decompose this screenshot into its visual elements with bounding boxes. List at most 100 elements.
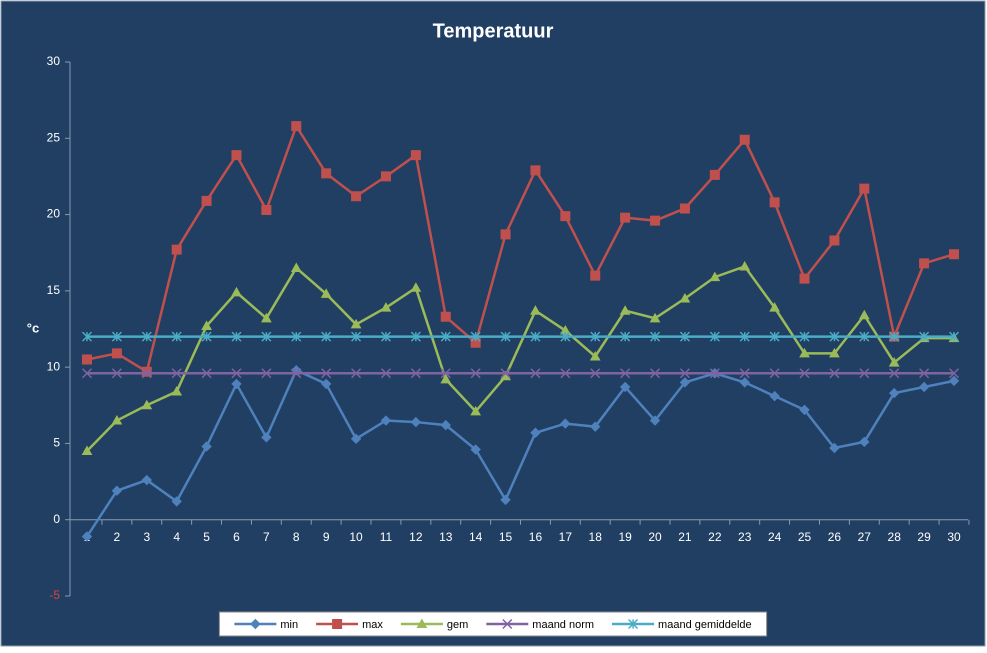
marker (590, 270, 601, 281)
marker (440, 373, 452, 384)
marker (829, 347, 840, 358)
marker (261, 432, 272, 443)
legend: min max gem maand norm maand gemiddelde (218, 611, 768, 637)
marker (739, 260, 751, 271)
series-line (86, 123, 955, 374)
marker (81, 331, 93, 342)
marker (739, 377, 750, 388)
x-tick-label: 25 (798, 530, 812, 544)
marker (679, 331, 690, 342)
marker (859, 331, 870, 342)
marker (410, 331, 421, 342)
marker (769, 368, 780, 379)
marker (650, 368, 661, 379)
marker (231, 368, 242, 379)
marker (141, 366, 152, 377)
marker (919, 258, 930, 269)
x-tick-label: 12 (409, 530, 423, 544)
marker (171, 331, 182, 342)
marker (500, 494, 511, 506)
marker (171, 386, 183, 396)
marker (291, 331, 302, 342)
marker (679, 292, 691, 303)
marker (470, 405, 482, 416)
marker (500, 229, 511, 240)
marker (440, 331, 451, 342)
marker (799, 347, 810, 358)
marker (829, 442, 840, 454)
marker (500, 368, 511, 379)
x-tick-label: 7 (263, 530, 270, 544)
marker (141, 399, 153, 410)
x-tick-label: 2 (114, 530, 121, 544)
marker (380, 171, 391, 182)
marker (410, 368, 421, 379)
marker (231, 378, 242, 390)
marker (470, 368, 481, 379)
marker (619, 381, 631, 393)
x-tick-label: 18 (589, 530, 603, 544)
y-tick-label: 0 (53, 512, 60, 526)
marker (351, 191, 362, 202)
x-tick-label: 26 (828, 530, 842, 544)
marker (948, 331, 960, 342)
marker (410, 416, 422, 428)
marker (380, 331, 391, 342)
marker (530, 305, 541, 315)
marker (261, 331, 272, 342)
marker (888, 387, 900, 399)
marker (589, 350, 601, 361)
x-tick-label: 20 (648, 530, 662, 544)
y-tick-label: 25 (47, 130, 61, 144)
x-tick-label: 8 (293, 530, 300, 544)
legend-label: maand gemiddelde (658, 619, 752, 631)
legend-label: maand norm (532, 619, 594, 631)
y-tick-label: 20 (47, 207, 61, 221)
marker (769, 197, 780, 208)
y-tick-label: 15 (47, 283, 61, 297)
x-tick-label: 27 (858, 530, 872, 544)
marker (261, 204, 272, 215)
y-tick-label: -5 (49, 588, 60, 602)
marker (261, 312, 272, 323)
marker (530, 427, 541, 438)
marker (769, 302, 780, 312)
x-tick-label: 21 (678, 530, 692, 544)
marker (919, 331, 930, 342)
x-tick-label: 11 (380, 530, 393, 544)
x-tick-label: 28 (888, 530, 902, 544)
marker (649, 312, 661, 323)
y-axis-label: °c (27, 320, 39, 335)
marker (351, 331, 362, 342)
marker (649, 415, 661, 426)
marker (500, 331, 511, 342)
marker (351, 368, 362, 379)
marker (250, 618, 261, 630)
legend-label: max (362, 619, 383, 631)
marker (859, 436, 870, 448)
marker (739, 368, 750, 379)
x-tick-label: 5 (203, 530, 210, 544)
marker (81, 368, 93, 379)
marker (201, 195, 212, 206)
marker (709, 271, 721, 282)
series-line (86, 264, 954, 452)
marker (628, 618, 639, 630)
marker (948, 368, 960, 379)
marker (111, 485, 123, 496)
marker (440, 419, 451, 431)
marker (416, 618, 428, 628)
marker (888, 357, 900, 367)
marker (858, 309, 870, 320)
marker (320, 378, 332, 390)
y-tick-label: 10 (47, 359, 61, 373)
marker (799, 331, 810, 342)
marker (410, 282, 422, 292)
marker (111, 331, 122, 342)
marker (261, 368, 272, 379)
marker (560, 331, 571, 342)
marker (650, 331, 661, 342)
series-line (85, 368, 955, 538)
